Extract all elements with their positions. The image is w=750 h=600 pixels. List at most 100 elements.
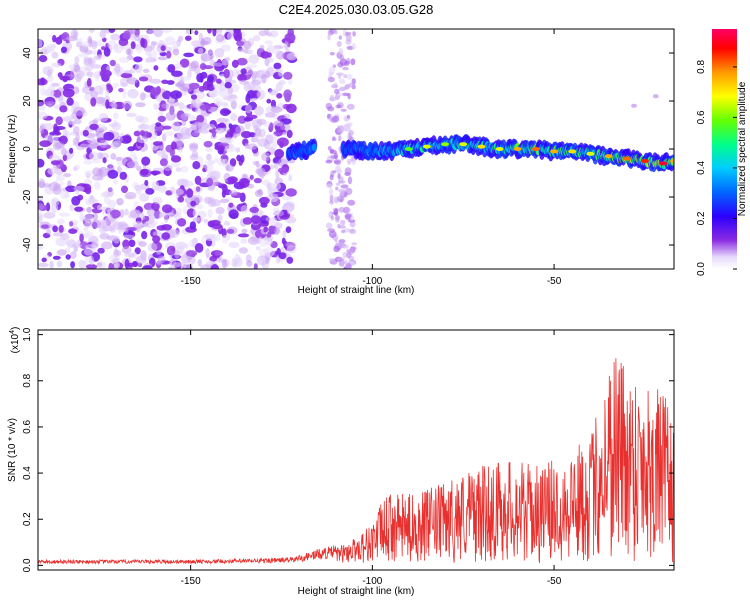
heatmap-cell [339, 198, 344, 203]
heatmap-cell [97, 247, 105, 254]
heatmap-cell [343, 191, 348, 197]
heatmap-peak [622, 156, 631, 161]
heatmap-cells [38, 29, 674, 269]
heatmap-cell [157, 115, 166, 123]
heatmap-cell [351, 242, 358, 246]
heatmap-cell [83, 57, 96, 67]
heatmap-cell [244, 104, 253, 114]
heatmap-cell [341, 244, 349, 249]
heatmap-cell [269, 122, 274, 132]
heatmap-cell [115, 156, 123, 161]
heatmap-cell [121, 185, 128, 194]
heatmap-cell [249, 206, 259, 213]
heatmap-cell [141, 230, 148, 240]
heatmap-cell [281, 196, 293, 201]
heatmap-cell [325, 159, 333, 164]
heatmap-cell [99, 233, 110, 240]
heatmap-cell [66, 97, 74, 106]
heatmap-cell [161, 79, 169, 85]
heatmap-cell [335, 186, 339, 191]
heatmap-cell [108, 262, 113, 269]
heatmap-cell [74, 118, 82, 125]
heatmap-x-axis: -150 -100 -50 [181, 29, 562, 287]
heatmap-cell [85, 197, 93, 206]
heatmap-cell [248, 54, 260, 64]
heatmap-peak [422, 144, 431, 149]
heatmap-cell [90, 97, 97, 107]
heatmap-cell [41, 257, 47, 263]
heatmap-cell [275, 169, 280, 179]
colorbar-tick-label: 0.6 [696, 110, 707, 124]
heatmap-cell [153, 65, 159, 71]
heatmap-peak [670, 159, 674, 163]
heatmap-cell [216, 78, 222, 85]
heatmap-cell [162, 90, 172, 100]
colorbar-label: Normalized spectral amplitude [737, 81, 748, 216]
heatmap-cell [271, 46, 281, 55]
heatmap-cell [157, 111, 164, 117]
heatmap-cell [161, 204, 173, 214]
heatmap-cell [261, 152, 271, 162]
heatmap-cell [138, 116, 149, 124]
heatmap-cell [43, 212, 56, 219]
heatmap-peak [404, 147, 413, 151]
heatmap-cell [89, 123, 99, 131]
heatmap-cell [229, 190, 238, 196]
y-tick-label: 0 [22, 146, 33, 152]
heatmap-cell [180, 76, 185, 85]
heatmap-cell [52, 225, 58, 233]
heatmap-cell [205, 236, 217, 242]
heatmap-cell [88, 255, 95, 266]
heatmap-cell [80, 41, 91, 48]
heatmap-cell [341, 229, 346, 234]
snr-x-axis-label: Height of straight line (km) [298, 586, 415, 597]
heatmap-cell [328, 230, 337, 238]
heatmap-cell [152, 197, 163, 205]
heatmap-cell [210, 199, 221, 207]
heatmap-cell [333, 152, 339, 160]
heatmap-cell [229, 115, 238, 121]
heatmap-cell [38, 213, 44, 220]
heatmap-cell [344, 260, 348, 265]
heatmap-cell [236, 57, 248, 66]
heatmap-cell [102, 157, 107, 164]
heatmap-cell [110, 33, 121, 41]
heatmap-cell [55, 237, 68, 247]
heatmap-cell [274, 148, 285, 159]
heatmap-cell [242, 217, 253, 225]
heatmap-cell [75, 38, 84, 43]
heatmap-cell [184, 243, 189, 249]
heatmap-cell [327, 106, 335, 112]
heatmap-cell [334, 88, 340, 95]
heatmap-cell [214, 145, 225, 151]
heatmap-cell [183, 52, 195, 58]
heatmap-cell [88, 29, 95, 33]
heatmap-cell [268, 30, 279, 38]
multiplier-exponent: 4 [9, 330, 16, 334]
heatmap-cell [340, 108, 347, 112]
colorbar-tick-label: 0.4 [696, 161, 707, 175]
heatmap-cell [126, 112, 137, 118]
heatmap-cell [64, 192, 70, 198]
heatmap-cell [149, 78, 162, 84]
heatmap-cell [219, 108, 231, 117]
heatmap-cell [59, 75, 71, 81]
x-tick-label: -100 [362, 576, 382, 587]
heatmap-cell [38, 262, 49, 268]
heatmap-cell [206, 153, 212, 161]
heatmap-cell [206, 69, 216, 75]
heatmap-cell [221, 235, 229, 244]
heatmap-cell [242, 173, 248, 178]
heatmap-cell [238, 178, 250, 188]
heatmap-cell [52, 34, 57, 43]
heatmap-cell [119, 135, 132, 144]
heatmap-cell [49, 154, 61, 163]
heatmap-cell [197, 47, 204, 55]
heatmap-cell [237, 115, 247, 124]
heatmap-cell [270, 133, 278, 143]
heatmap-cell [160, 45, 166, 52]
heatmap-cell [258, 196, 270, 205]
heatmap-cell [270, 106, 283, 113]
heatmap-cell [151, 201, 160, 211]
heatmap-cell [283, 89, 292, 100]
